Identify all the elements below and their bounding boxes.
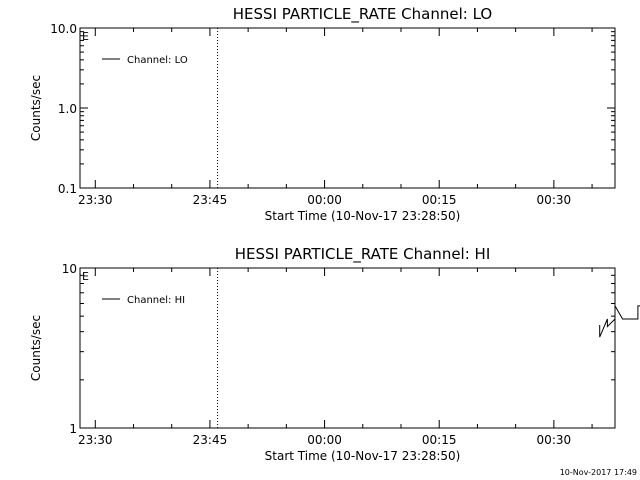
event-marker: E	[82, 270, 89, 283]
panel-lo: HESSI PARTICLE_RATE Channel: LO 23:30 23:4…	[29, 5, 616, 223]
x-tick-label: 23:30	[78, 193, 113, 207]
chart-title: HESSI PARTICLE_RATE Channel: LO	[233, 5, 492, 24]
x-tick-label: 00:30	[537, 193, 572, 207]
series-line	[599, 304, 640, 338]
chart-title: HESSI PARTICLE_RATE Channel: HI	[235, 245, 491, 264]
panel-hi: HESSI PARTICLE_RATE Channel: HI 23:30 23:4…	[29, 245, 640, 463]
footer-timestamp: 10-Nov-2017 17:49	[560, 468, 637, 477]
event-marker: E	[82, 30, 89, 43]
x-tick-label: 00:00	[307, 193, 342, 207]
y-tick-label: 0.1	[58, 182, 77, 196]
x-axis-label: Start Time (10-Nov-17 23:28:50)	[265, 209, 461, 223]
y-axis-label: Counts/sec	[29, 315, 43, 381]
y-axis-label: Counts/sec	[29, 75, 43, 141]
legend-label: Channel: LO	[127, 55, 188, 66]
x-tick-label: 23:45	[193, 433, 228, 447]
x-tick-label: 23:30	[78, 433, 113, 447]
x-tick-label: 23:45	[193, 193, 228, 207]
x-tick-label: 00:30	[537, 433, 572, 447]
x-tick-label: 00:15	[422, 433, 457, 447]
x-tick-label: 00:00	[307, 433, 342, 447]
plot-frame	[79, 27, 616, 189]
x-tick-label: 00:15	[422, 193, 457, 207]
y-tick-label: 1	[69, 422, 77, 436]
legend-label: Channel: HI	[127, 295, 185, 306]
y-tick-label: 1.0	[58, 102, 77, 116]
plot-frame	[79, 267, 616, 429]
x-axis-label: Start Time (10-Nov-17 23:28:50)	[265, 449, 461, 463]
y-tick-label: 10	[62, 262, 77, 276]
y-tick-label: 10.0	[50, 22, 77, 36]
